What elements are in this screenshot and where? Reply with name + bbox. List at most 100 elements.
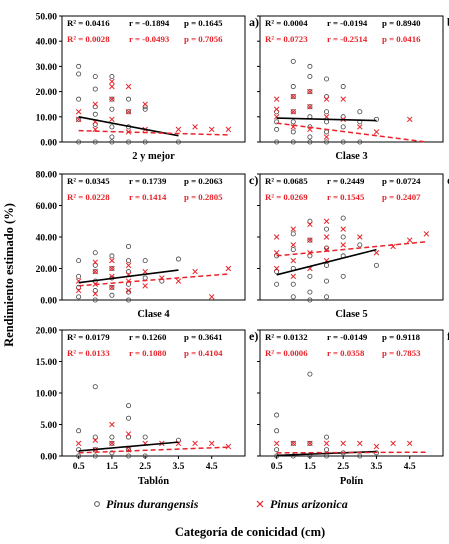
point-durangensis <box>109 124 115 130</box>
point-arizonica <box>273 249 280 256</box>
point-arizonica <box>323 114 330 120</box>
point-arizonica <box>290 440 297 447</box>
point-durangensis <box>324 294 330 300</box>
point-arizonica <box>75 440 82 447</box>
y-axis-label: Rendimiento estimado (%) <box>2 203 16 347</box>
point-arizonica <box>290 109 297 115</box>
point-durangensis <box>290 139 296 145</box>
panel-title: Clase 5 <box>335 309 367 320</box>
point-durangensis <box>76 273 82 279</box>
legend-arizonica-marker <box>256 500 264 508</box>
point-arizonica <box>125 431 132 437</box>
point-durangensis <box>290 294 296 300</box>
point-arizonica <box>125 109 132 115</box>
panel-letter: c) <box>249 173 258 187</box>
panel-c: 80.00 60.00 40.00 20.00 0.00 R² = 0.0345 r = 0… <box>36 171 259 321</box>
point-arizonica <box>323 234 330 240</box>
point-arizonica <box>192 124 198 130</box>
point-durangensis <box>92 297 98 303</box>
point-arizonica <box>92 437 99 444</box>
point-arizonica <box>109 257 115 264</box>
point-durangensis <box>109 440 115 446</box>
point-arizonica <box>125 262 132 269</box>
point-arizonica <box>373 443 380 450</box>
point-arizonica <box>357 440 363 447</box>
point-arizonica <box>373 129 380 135</box>
point-arizonica <box>423 231 430 237</box>
point-arizonica <box>208 294 215 300</box>
trend-durangensis <box>276 248 377 276</box>
point-durangensis <box>274 119 280 125</box>
stat-r: r = 0.2449 <box>327 176 365 186</box>
stat-r: r = 0.1739 <box>129 176 167 186</box>
point-durangensis <box>109 106 115 112</box>
stat-p: p = 0.7853 <box>382 348 421 358</box>
stat-r2: R² = 0.0345 <box>67 176 110 186</box>
stat-r: r = 0.1260 <box>129 332 167 342</box>
point-arizonica <box>92 290 99 297</box>
point-durangensis <box>126 297 132 303</box>
panel-frame <box>259 15 444 143</box>
point-arizonica <box>307 221 313 228</box>
point-durangensis <box>324 76 330 82</box>
point-arizonica <box>175 126 182 133</box>
point-durangensis <box>92 434 98 440</box>
panel-title: Polín <box>340 476 363 487</box>
point-durangensis <box>307 253 313 259</box>
point-durangensis <box>142 275 148 281</box>
point-durangensis <box>290 129 296 135</box>
point-arizonica <box>125 287 132 294</box>
point-arizonica <box>340 242 346 248</box>
point-durangensis <box>109 134 115 140</box>
point-durangensis <box>290 119 296 125</box>
point-durangensis <box>109 450 115 456</box>
point-durangensis <box>142 453 148 459</box>
point-durangensis <box>290 58 296 64</box>
stat-r: r = 0.1080 <box>129 348 167 358</box>
stat-p: p = 0.0416 <box>382 34 421 44</box>
point-durangensis <box>126 109 132 115</box>
point-arizonica <box>92 268 99 275</box>
stat-r: r = -0.0149 <box>327 332 368 342</box>
point-arizonica <box>406 116 413 123</box>
stat-r2: R² = 0.0269 <box>265 192 308 202</box>
point-durangensis <box>126 447 132 453</box>
panel-b: R² = 0.0004 r = -0.0194 p = 0.8940 R² = 0.0… <box>257 15 449 162</box>
point-durangensis <box>92 288 98 294</box>
panels: 50.00 40.00 30.00 20.00 10.00 0.00 R² = 0.0416… <box>36 13 449 488</box>
point-arizonica <box>273 234 280 240</box>
point-durangensis <box>324 119 330 125</box>
point-durangensis <box>126 139 132 145</box>
x-tick-label: 4.5 <box>404 462 416 472</box>
trend-durangensis <box>78 441 179 452</box>
point-arizonica <box>109 440 115 447</box>
point-arizonica <box>290 242 297 248</box>
point-durangensis <box>76 63 82 69</box>
x-tick-label: 0.5 <box>271 462 283 472</box>
stat-r: r = 0.0358 <box>327 348 365 358</box>
point-durangensis <box>92 111 98 117</box>
point-arizonica <box>307 88 313 95</box>
point-durangensis <box>290 281 296 287</box>
y-tick-label: 15.00 <box>36 358 58 368</box>
stat-p: p = 0.2407 <box>382 192 421 202</box>
point-durangensis <box>307 371 313 377</box>
point-durangensis <box>357 453 363 459</box>
point-arizonica <box>323 440 330 447</box>
point-arizonica <box>273 440 280 447</box>
point-arizonica <box>290 226 297 232</box>
stat-r: r = -0.0194 <box>327 18 368 28</box>
point-durangensis <box>76 294 82 300</box>
point-durangensis <box>175 139 181 145</box>
point-durangensis <box>274 412 280 418</box>
point-durangensis <box>274 428 280 434</box>
point-arizonica <box>192 440 198 447</box>
point-durangensis <box>307 134 313 140</box>
point-arizonica <box>290 273 297 280</box>
point-arizonica <box>323 96 330 102</box>
point-durangensis <box>307 89 313 95</box>
point-arizonica <box>340 226 346 232</box>
point-durangensis <box>109 284 115 290</box>
panel-title: Tablón <box>138 476 169 487</box>
point-durangensis <box>92 384 98 390</box>
